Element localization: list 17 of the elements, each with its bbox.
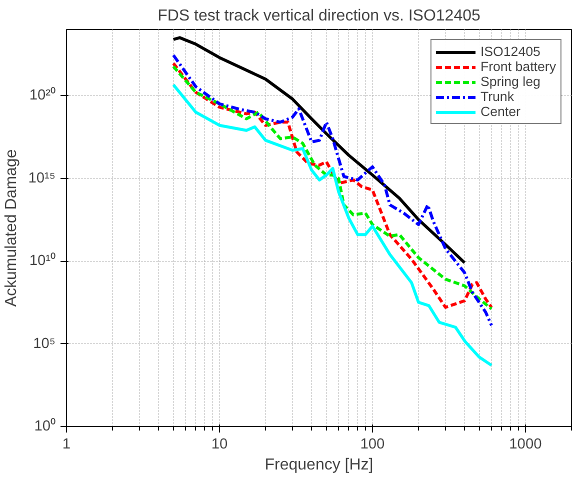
x-tick-label: 1000 xyxy=(509,436,542,452)
y-tick-label: 10¹⁵ xyxy=(28,170,56,186)
legend-label: ISO12405 xyxy=(480,44,540,59)
y-axis-title: Ackumulated Damage xyxy=(3,149,20,307)
y-tick-label: 10²⁰ xyxy=(29,86,56,104)
x-tick-label: 1 xyxy=(62,436,71,452)
y-tick-label: 10¹⁰ xyxy=(29,252,56,270)
chart-title: FDS test track vertical direction vs. ISO12405 xyxy=(158,8,480,24)
x-tick-label: 10 xyxy=(211,436,228,452)
x-tick-label: 100 xyxy=(360,436,385,452)
legend-label: Center xyxy=(480,104,520,119)
y-tick-label: 10⁵ xyxy=(33,336,56,352)
legend-label: Front battery xyxy=(480,59,556,74)
x-axis-title: Frequency [Hz] xyxy=(264,456,374,474)
y-tick-label: 10⁰ xyxy=(34,418,56,434)
legend-label: Spring leg xyxy=(480,74,540,89)
legend-label: Trunk xyxy=(480,89,514,104)
